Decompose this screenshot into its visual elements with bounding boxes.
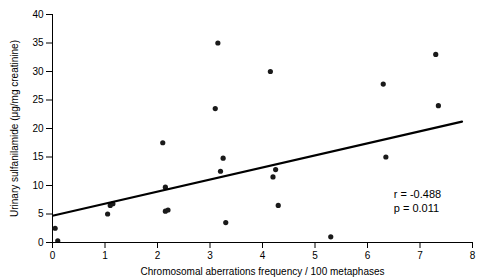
svg-text:3: 3 xyxy=(207,250,213,261)
svg-text:p = 0.011: p = 0.011 xyxy=(394,202,439,214)
svg-text:0: 0 xyxy=(38,237,44,248)
svg-text:5: 5 xyxy=(312,250,318,261)
svg-text:15: 15 xyxy=(32,151,44,162)
svg-text:Chromosomal aberrations freque: Chromosomal aberrations frequency / 100 … xyxy=(140,266,384,277)
svg-text:20: 20 xyxy=(32,123,44,134)
svg-text:40: 40 xyxy=(32,9,44,20)
svg-text:6: 6 xyxy=(365,250,371,261)
svg-text:8: 8 xyxy=(470,250,476,261)
svg-text:7: 7 xyxy=(417,250,423,261)
svg-text:30: 30 xyxy=(32,66,44,77)
svg-text:35: 35 xyxy=(32,37,44,48)
svg-text:Urinary sulfanilamide (μg/mg c: Urinary sulfanilamide (μg/mg creatinine) xyxy=(9,40,20,217)
svg-text:r = -0.488: r = -0.488 xyxy=(394,188,441,200)
svg-text:0: 0 xyxy=(50,250,56,261)
svg-text:25: 25 xyxy=(32,94,44,105)
svg-text:10: 10 xyxy=(32,180,44,191)
svg-text:2: 2 xyxy=(155,250,161,261)
svg-text:4: 4 xyxy=(260,250,266,261)
svg-text:1: 1 xyxy=(102,250,108,261)
svg-text:5: 5 xyxy=(38,208,44,219)
